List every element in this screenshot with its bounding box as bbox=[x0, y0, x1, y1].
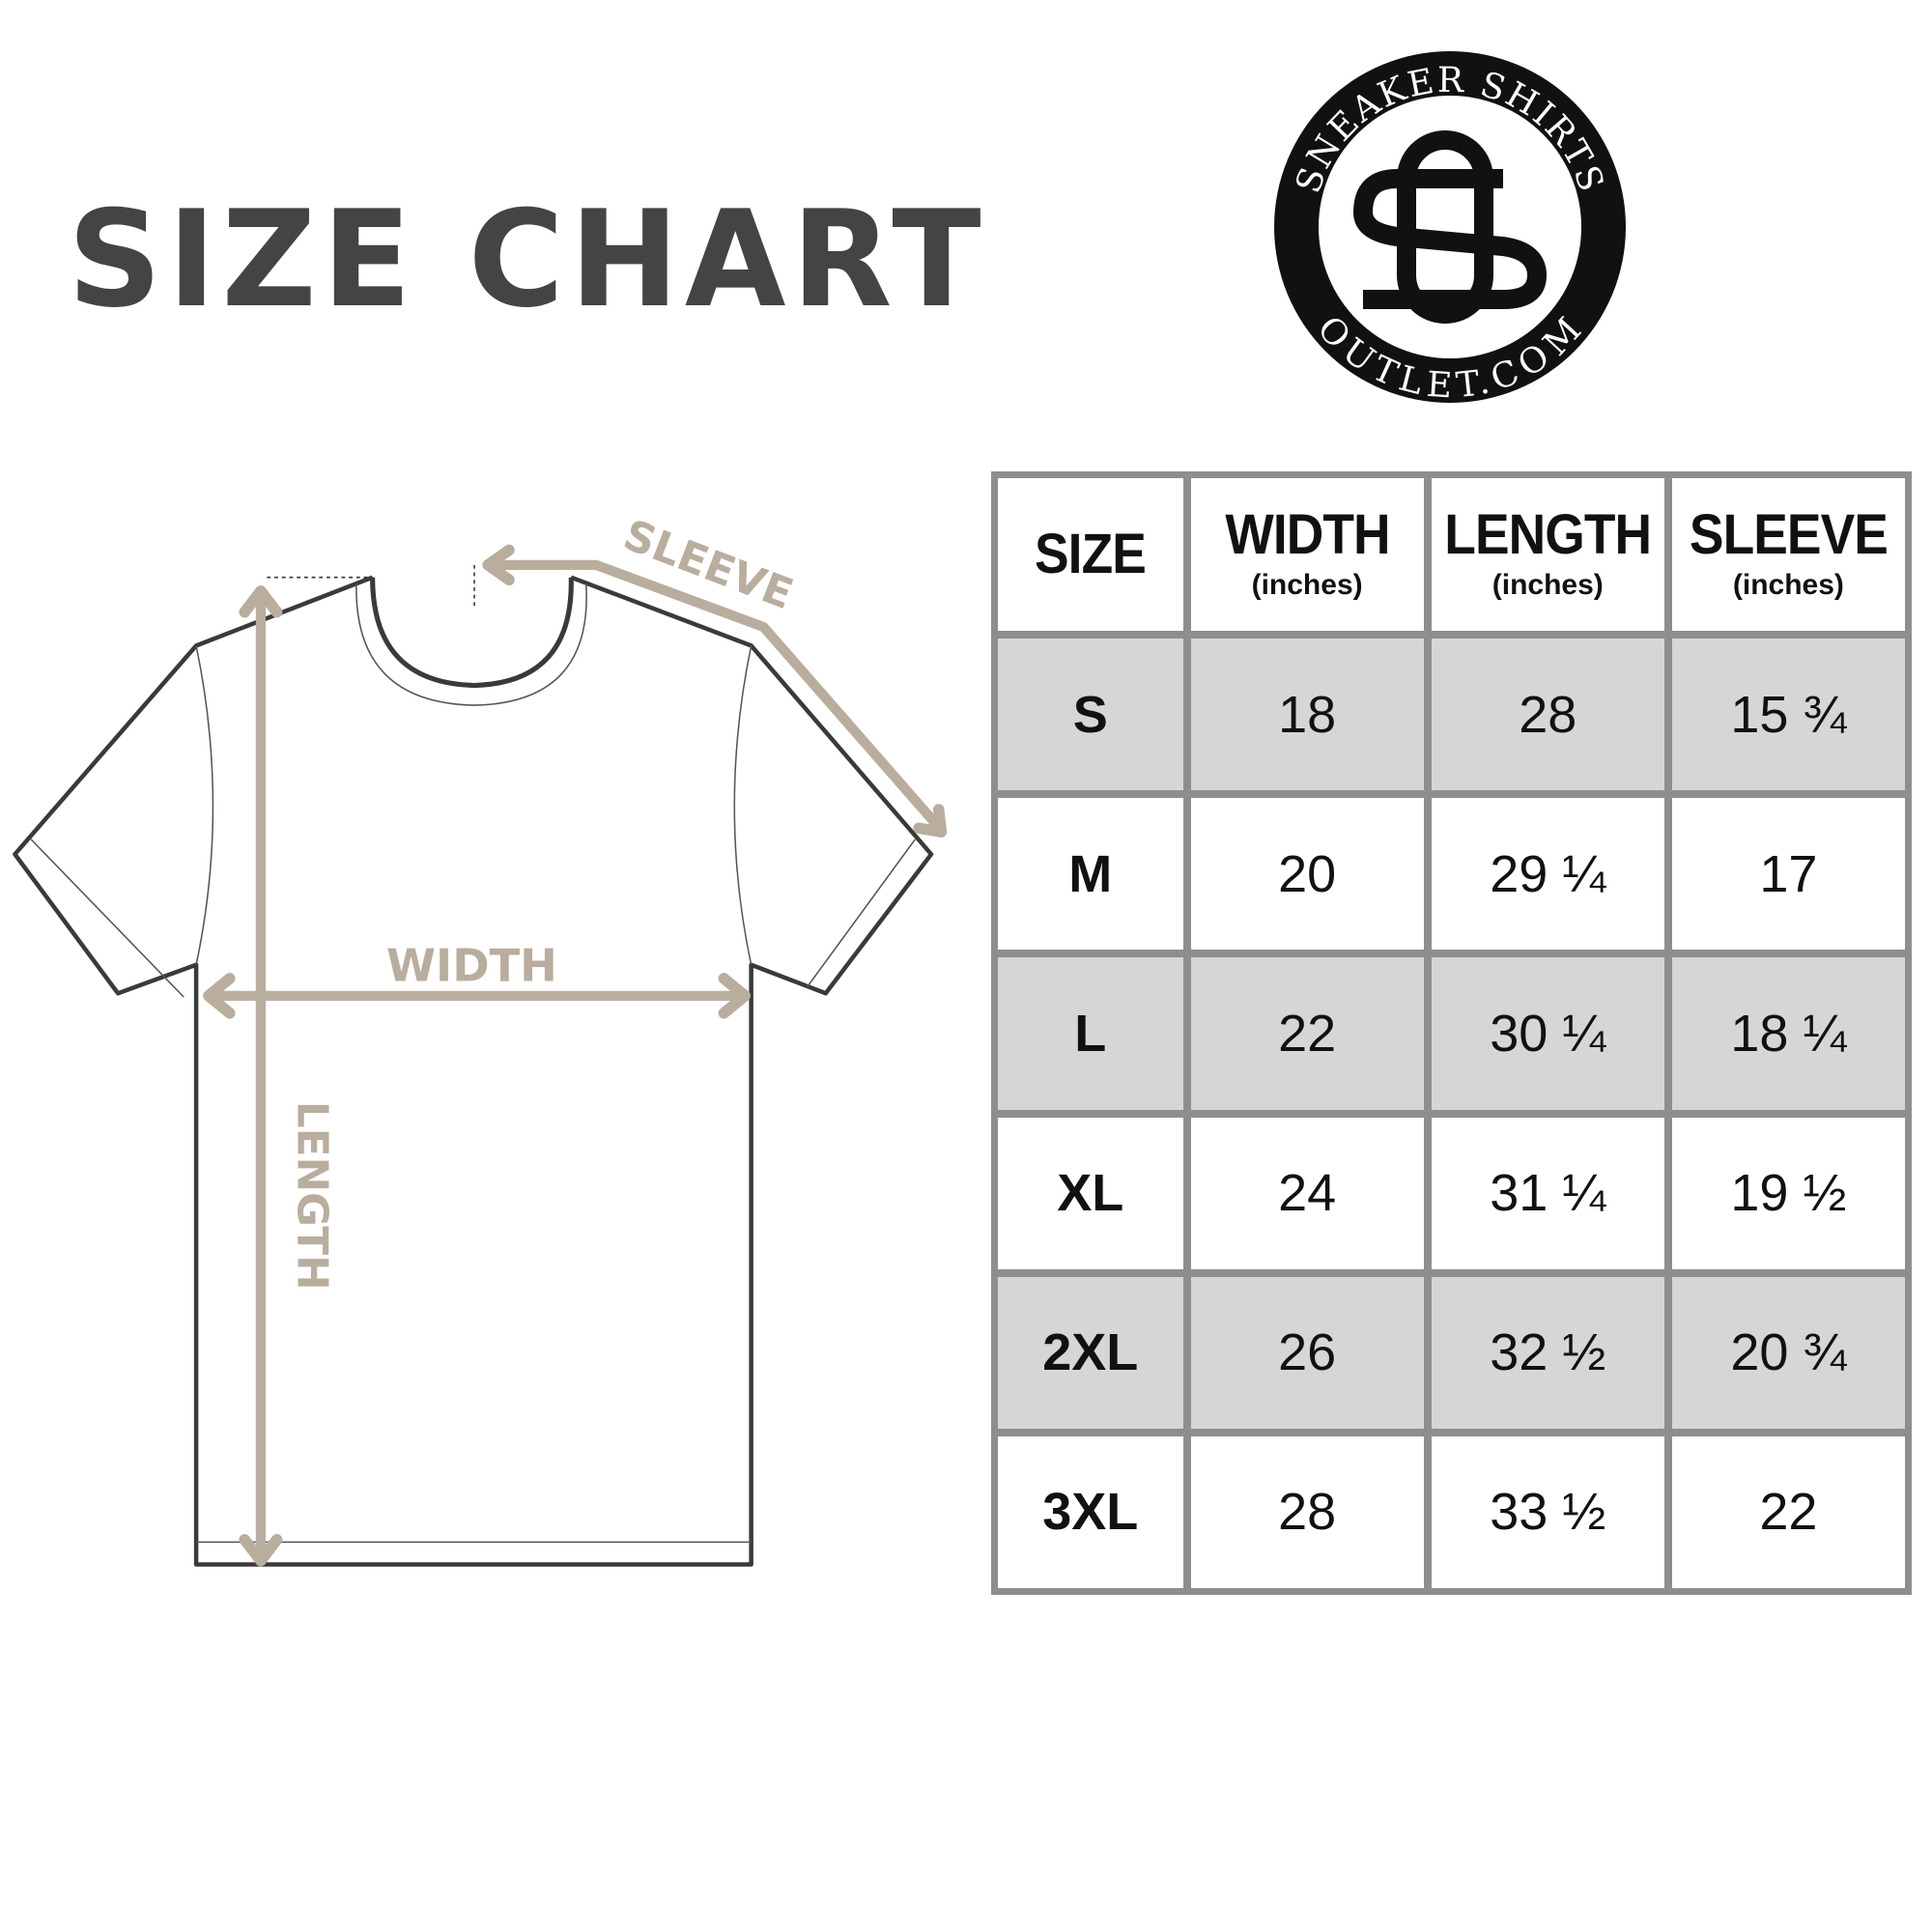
value-cell: 18 bbox=[1190, 639, 1424, 791]
size-cell: M bbox=[998, 798, 1183, 951]
value-cell: 24 bbox=[1190, 1117, 1424, 1269]
value-cell: 18 ¼ bbox=[1671, 957, 1905, 1110]
width-label: WIDTH bbox=[386, 939, 557, 991]
value-cell: 28 bbox=[1431, 639, 1664, 791]
value-cell: 28 bbox=[1190, 1435, 1424, 1588]
value-cell: 31 ¼ bbox=[1431, 1117, 1664, 1269]
value-cell: 17 bbox=[1671, 798, 1905, 951]
value-cell: 20 bbox=[1190, 798, 1424, 951]
value-cell: 32 ½ bbox=[1431, 1276, 1664, 1429]
value-cell: 29 ¼ bbox=[1431, 798, 1664, 951]
value-cell: 22 bbox=[1190, 957, 1424, 1110]
tshirt-outline bbox=[13, 575, 934, 1567]
brand-logo: SNEAKER SHIRTS OUTLET.COM bbox=[1274, 51, 1626, 406]
header-sleeve: SLEEVE (inches) bbox=[1671, 478, 1905, 632]
header-size: SIZE bbox=[998, 478, 1183, 632]
value-cell: 19 ½ bbox=[1671, 1117, 1905, 1269]
value-cell: 15 ¾ bbox=[1671, 639, 1905, 791]
monogram-icon bbox=[1352, 130, 1548, 324]
value-cell: 20 ¾ bbox=[1671, 1276, 1905, 1429]
size-table: SIZE WIDTH (inches) LENGTH (inches) SLEEVE… bbox=[991, 471, 1912, 1595]
size-cell: L bbox=[998, 957, 1183, 1110]
value-cell: 30 ¼ bbox=[1431, 957, 1664, 1110]
size-cell: S bbox=[998, 639, 1183, 791]
header-length: LENGTH (inches) bbox=[1431, 478, 1664, 632]
value-cell: 33 ½ bbox=[1431, 1435, 1664, 1588]
value-cell: 22 bbox=[1671, 1435, 1905, 1588]
size-cell: 2XL bbox=[998, 1276, 1183, 1429]
page-title: SIZE CHART bbox=[68, 182, 987, 337]
measurement-arrows bbox=[203, 544, 948, 1567]
size-cell: XL bbox=[998, 1117, 1183, 1269]
sleeve-arrow bbox=[485, 559, 943, 831]
value-cell: 26 bbox=[1190, 1276, 1424, 1429]
length-label: LENGTH bbox=[287, 1101, 336, 1291]
header-width: WIDTH (inches) bbox=[1190, 478, 1424, 632]
size-cell: 3XL bbox=[998, 1435, 1183, 1588]
